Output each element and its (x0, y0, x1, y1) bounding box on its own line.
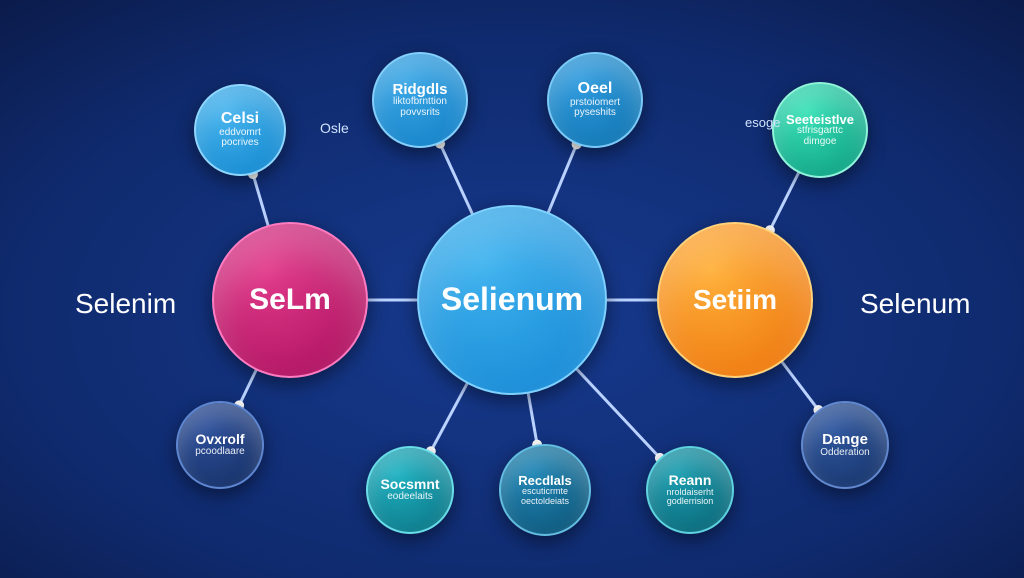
node-subtitle: pyseshits (570, 108, 620, 119)
node-subtitle: Odderation (820, 448, 869, 459)
small-label: esoge (745, 115, 780, 130)
node-subtitle: oectoldeiats (518, 497, 571, 506)
node-subtitle: povvsrits (393, 108, 448, 119)
node-label: Setiim (693, 285, 777, 314)
side-label: Selenim (75, 288, 176, 320)
node-subtitle: godlerrision (666, 497, 713, 506)
node-title: Reann (666, 473, 713, 488)
node-title: Ridgdls (393, 82, 448, 98)
sat-node-celsi: Celsieddvomrtpocrives (194, 84, 286, 176)
main-node-center: Selienum (417, 205, 607, 395)
side-label: Selenum (860, 288, 971, 320)
node-title: Recdlals (518, 474, 571, 488)
small-label: Osle (320, 120, 349, 136)
node-title: Seeteistlve (786, 113, 854, 127)
sat-node-oel: Oeelprstoiomertpyseshits (547, 52, 643, 148)
sat-node-socsmt: Socsmnteodeelaits (366, 446, 454, 534)
node-title: Dange (820, 432, 869, 448)
sat-node-dange: DangeOdderation (801, 401, 889, 489)
main-node-right: Setiim (657, 222, 813, 378)
node-subtitle: dimgoe (786, 137, 854, 148)
node-label: Selienum (441, 283, 583, 317)
node-subtitle: eodeelaits (380, 492, 439, 503)
node-title: Celsi (219, 111, 261, 128)
node-title: Socsmnt (380, 477, 439, 492)
node-title: Ovxrolf (195, 432, 244, 447)
sat-node-reclals: Recdlalsescuticrmteoectoldeiats (499, 444, 591, 536)
sat-node-seet: Seeteistlvestfrisgarttcdimgoe (772, 82, 868, 178)
node-label: SeLm (249, 284, 331, 316)
node-title: Oeel (570, 81, 620, 98)
node-subtitle: pocrives (219, 138, 261, 149)
sat-node-ovxrolf: Ovxrolfpcoodlaare (176, 401, 264, 489)
diagram-stage: Selienum SeLm Setiim Celsieddvomrtpocrives R… (0, 0, 1024, 578)
sat-node-reann: Reannnroldaiserhtgodlerrision (646, 446, 734, 534)
node-subtitle: pcoodlaare (195, 447, 244, 458)
main-node-left: SeLm (212, 222, 368, 378)
sat-node-rigda: Ridgdlsliktofbrnttionpovvsrits (372, 52, 468, 148)
